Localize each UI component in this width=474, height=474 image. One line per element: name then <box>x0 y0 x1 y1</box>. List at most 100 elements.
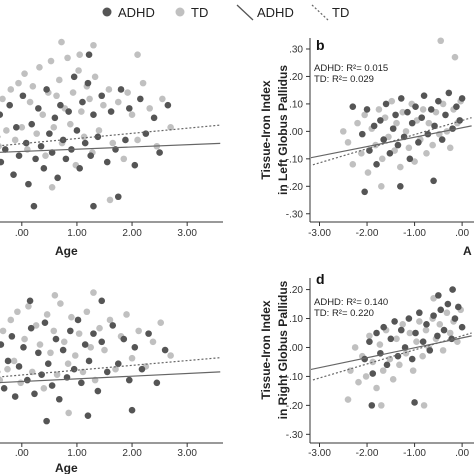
adhd-point <box>27 324 35 332</box>
legend-adhd-line <box>236 4 254 21</box>
td-point <box>50 327 58 335</box>
adhd-point <box>103 158 111 166</box>
adhd-point <box>397 182 404 190</box>
td-point <box>95 127 103 134</box>
y-tick-label: .00 <box>289 343 303 354</box>
adhd-point <box>380 323 387 331</box>
adhd-point <box>423 321 430 328</box>
td-point <box>413 338 420 345</box>
adhd-point <box>451 315 459 322</box>
y-tick-label: -.10 <box>286 154 304 165</box>
td-point <box>406 329 414 337</box>
td-point <box>128 354 136 362</box>
adhd-point <box>62 155 70 163</box>
adhd-point <box>114 360 122 368</box>
td-point <box>123 311 130 318</box>
adhd-point <box>386 150 394 157</box>
td-point <box>351 344 359 351</box>
td-point <box>135 327 142 335</box>
td-point <box>50 124 58 131</box>
adhd-point <box>67 327 74 335</box>
td-point <box>64 360 72 368</box>
adhd-point <box>137 95 144 103</box>
td-point <box>39 111 47 118</box>
td-point <box>362 373 370 380</box>
adhd-point <box>1 146 9 153</box>
td-point <box>75 330 83 337</box>
adhd-point <box>161 346 169 354</box>
adhd-point <box>38 371 45 378</box>
adhd-point <box>153 379 161 387</box>
adhd-point <box>40 165 48 172</box>
adhd-point <box>138 365 146 373</box>
td-fit-line <box>311 117 472 166</box>
plot-area <box>0 38 221 210</box>
adhd-point <box>458 95 466 102</box>
td-point <box>3 127 10 134</box>
adhd-point <box>408 119 416 127</box>
adhd-point <box>426 347 434 354</box>
td-point <box>409 367 417 374</box>
td-point <box>157 319 165 326</box>
adhd-point <box>20 343 27 351</box>
adhd-point <box>438 136 446 143</box>
td-point <box>393 335 400 343</box>
adhd-point <box>397 95 405 102</box>
td-point <box>419 352 426 360</box>
adhd-point <box>70 365 78 373</box>
td-point <box>51 292 59 299</box>
adhd-point <box>128 406 136 414</box>
td-point <box>405 144 413 152</box>
adhd-fit-line <box>0 142 221 153</box>
td-point <box>425 119 433 127</box>
adhd-point <box>373 329 380 337</box>
adhd-point <box>48 149 56 156</box>
td-point <box>429 141 436 149</box>
adhd-point <box>59 346 67 354</box>
adhd-point <box>32 155 39 163</box>
td-point <box>17 379 25 387</box>
td-point <box>4 365 11 373</box>
x-tick-label: .00 <box>15 228 29 239</box>
td-point <box>7 316 15 324</box>
td-point <box>446 144 454 152</box>
td-point <box>344 396 352 403</box>
x-tick-label: -2.00 <box>356 228 379 239</box>
td-fit-line <box>311 332 472 382</box>
x-tick-label: 3.00 <box>177 448 197 459</box>
adhd-point <box>412 329 419 337</box>
x-tick-label: -1.00 <box>403 228 426 239</box>
adhd-point <box>373 161 380 168</box>
td-point <box>47 57 55 65</box>
td-point <box>53 371 61 378</box>
y-axis-label: Tissue-Iron Index <box>259 300 273 399</box>
adhd-point <box>44 360 52 368</box>
y-tick-label: -.20 <box>286 401 304 412</box>
adhd-point <box>15 363 23 370</box>
td-point <box>57 300 64 307</box>
panel-d: -3.00 -2.00 -1.00 .00 -.30 -.20 -.10 .00 .10 .20 T… <box>259 271 474 459</box>
td-point <box>167 352 174 359</box>
adhd-point <box>37 142 45 150</box>
legend-adhd-dot-label: ADHD <box>118 5 155 20</box>
x-axis-label: A <box>463 244 472 258</box>
td-point <box>26 98 34 106</box>
adhd-point <box>406 155 414 163</box>
adhd-point <box>103 368 111 376</box>
legend-td-dot-label: TD <box>191 5 208 20</box>
panel-c: .00 1.00 2.00 3.00 Age <box>0 289 223 474</box>
td-fit-line <box>0 124 221 147</box>
td-point <box>339 128 347 135</box>
td-point <box>396 361 403 369</box>
adhd-point <box>19 92 27 100</box>
adhd-point <box>81 341 89 348</box>
r-squared-annotation: ADHD: R²= 0.015 <box>314 63 388 74</box>
legend-adhd-line-label: ADHD <box>257 5 294 20</box>
td-point <box>378 155 386 163</box>
td-point <box>7 86 15 93</box>
td-point <box>402 128 410 135</box>
adhd-point <box>419 338 427 345</box>
td-point <box>21 335 28 343</box>
adhd-fit-line <box>311 125 472 159</box>
